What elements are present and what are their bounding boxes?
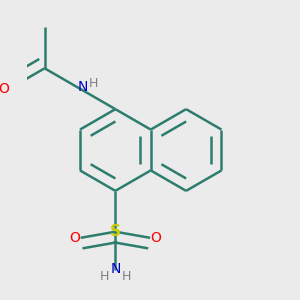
Text: N: N [110,262,121,276]
Text: H: H [89,77,98,90]
Text: S: S [110,224,121,239]
Text: H: H [122,270,131,283]
Text: O: O [70,231,80,245]
Text: O: O [150,231,161,245]
Text: N: N [78,80,88,94]
Text: H: H [100,270,109,283]
Text: O: O [0,82,10,96]
